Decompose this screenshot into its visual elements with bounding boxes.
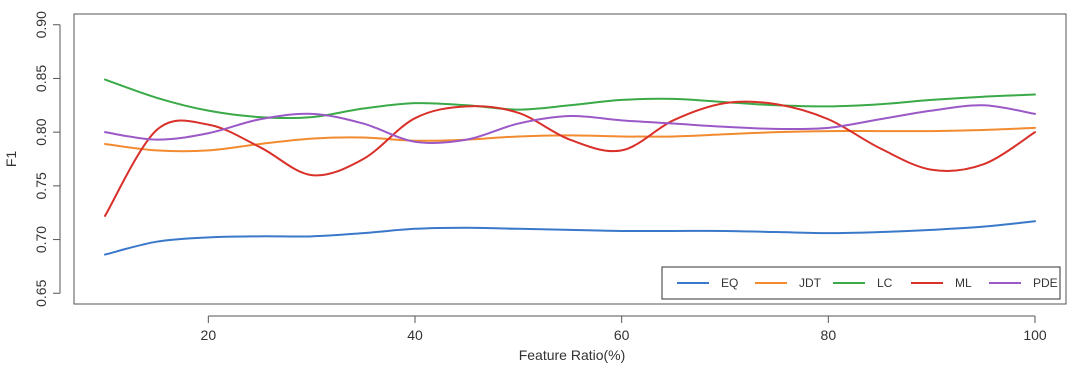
legend-label-lc: LC: [877, 276, 893, 290]
x-axis: 20 40 60 80 100: [201, 315, 1047, 343]
y-tick-label: 0.70: [33, 226, 49, 253]
legend: EQ JDT LC ML PDE: [661, 266, 1061, 300]
x-tick-label: 60: [614, 327, 630, 343]
legend-label-eq: EQ: [721, 276, 738, 290]
y-tick-label: 0.65: [33, 279, 49, 306]
y-tick-label: 0.85: [33, 65, 49, 92]
y-axis: 0.65 0.70 0.75 0.80 0.85 0.90: [33, 11, 61, 307]
legend-label-jdt: JDT: [799, 276, 822, 290]
plot-border: [73, 13, 1067, 305]
series-line-eq: [104, 220, 1036, 256]
legend-label-pde: PDE: [1033, 276, 1058, 290]
x-axis-title: Feature Ratio(%): [519, 347, 626, 363]
legend-label-ml: ML: [955, 276, 972, 290]
y-tick-label: 0.75: [33, 172, 49, 199]
x-tick-label: 100: [1023, 327, 1047, 343]
series-line-lc: [104, 78, 1036, 120]
y-tick-label: 0.90: [33, 11, 49, 38]
y-tick-label: 0.80: [33, 118, 49, 145]
y-axis-title: F1: [3, 151, 19, 168]
series-line-ml: [104, 100, 1036, 217]
x-tick-label: 20: [201, 327, 217, 343]
x-tick-label: 40: [407, 327, 423, 343]
series-layer: [104, 78, 1036, 256]
series-line-jdt: [104, 126, 1036, 153]
x-tick-label: 80: [821, 327, 837, 343]
series-line-pde: [104, 104, 1036, 145]
